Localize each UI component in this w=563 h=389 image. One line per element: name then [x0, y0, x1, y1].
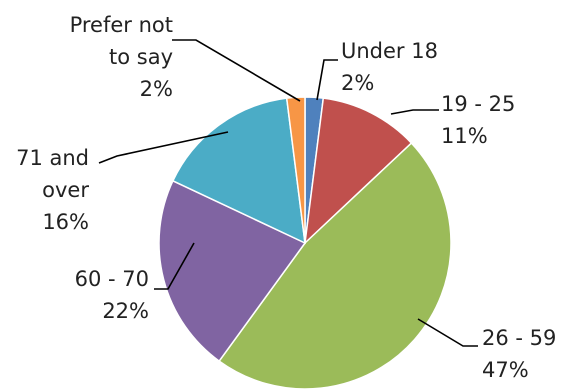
slice-value-label: 11% — [441, 124, 488, 148]
leader-line-71-and-over — [98, 131, 229, 164]
slice-category-label: 26 - 59 — [482, 326, 556, 350]
slice-label-under-18: Under 18 2% — [341, 39, 438, 95]
slice-label-prefer-not-to-say: Prefer not to say 2% — [70, 13, 173, 101]
leader-line-19-25 — [390, 109, 439, 115]
slice-value-label: 2% — [140, 77, 173, 101]
slice-value-label: 2% — [341, 71, 374, 95]
slice-value-label: 47% — [482, 358, 529, 382]
slice-label-26-59: 26 - 59 47% — [482, 326, 556, 382]
slice-category-label: over — [42, 178, 89, 202]
slice-label-71-and-over: 71 and over 16% — [16, 146, 89, 234]
pie-slice-19-25 — [303, 97, 413, 245]
leader-line-prefer-not-to-say — [172, 39, 301, 102]
leader-lines — [98, 39, 478, 347]
slice-category-label: to say — [109, 45, 173, 69]
slice-category-label: Prefer not — [70, 13, 173, 37]
leader-line-60-70 — [154, 242, 195, 290]
slice-value-label: 22% — [102, 299, 149, 323]
slice-label-60-70: 60 - 70 22% — [75, 267, 149, 323]
slice-category-label: 71 and — [16, 146, 89, 170]
pie-slice-26-59 — [218, 141, 452, 389]
pie-slice-71-and-over — [171, 97, 306, 245]
slice-category-label: Under 18 — [341, 39, 438, 63]
pie-slices — [158, 96, 452, 389]
slice-category-label: 60 - 70 — [75, 267, 149, 291]
leader-line-under-18 — [316, 59, 338, 101]
slice-category-label: 19 - 25 — [441, 92, 515, 116]
slice-labels: Under 18 2% 19 - 25 11% 26 - 59 47% 60 - 70 22%… — [16, 13, 556, 382]
pie-slice-prefer-not-to-say — [285, 96, 306, 244]
slice-value-label: 16% — [42, 210, 89, 234]
leader-line-26-59 — [417, 318, 478, 347]
slice-label-19-25: 19 - 25 11% — [441, 92, 515, 148]
